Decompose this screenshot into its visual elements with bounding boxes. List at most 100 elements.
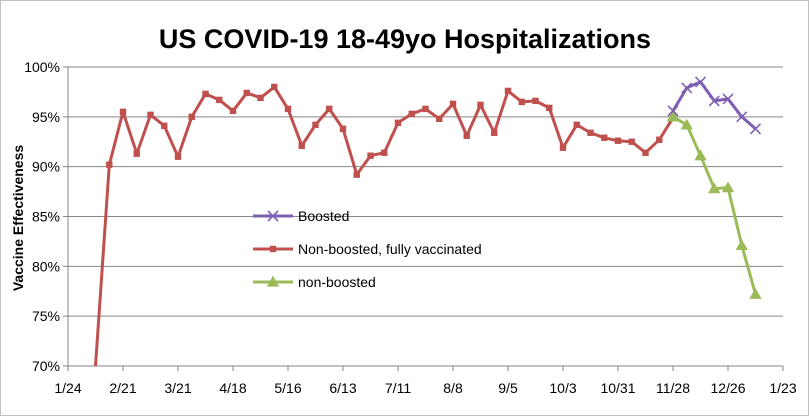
data-point-non-boosted-fully-vaccinated <box>477 101 484 109</box>
data-point-non-boosted-fully-vaccinated <box>546 104 553 112</box>
y-tick-label: 90% <box>32 159 60 175</box>
data-point-non-boosted-fully-vaccinated <box>353 171 360 178</box>
x-tick-label: 4/18 <box>219 380 246 396</box>
data-point-non-boosted-fully-vaccinated <box>161 122 168 130</box>
data-point-non-boosted-fully-vaccinated <box>367 152 374 159</box>
data-point-non-boosted-fully-vaccinated <box>257 94 264 102</box>
x-tick-label: 12/26 <box>710 380 745 396</box>
data-point-non-boosted-fully-vaccinated <box>216 96 223 104</box>
series-non-boosted-fully-vaccinated <box>94 83 677 367</box>
data-point-non-boosted-fully-vaccinated <box>614 137 622 144</box>
y-axis-label: Vaccine Effectiveness <box>10 145 26 292</box>
data-point-non-boosted-fully-vaccinated <box>119 108 127 116</box>
data-point-non-boosted-fully-vaccinated <box>491 129 498 136</box>
series-boosted <box>667 76 762 135</box>
data-point-boosted-stroke-b <box>694 76 707 88</box>
data-point-non-boosted <box>735 239 748 251</box>
axes: 70% 75% 80% 85% 90% 95% 100% 1/24 2/21 3/21 4/18 5/… <box>24 59 797 396</box>
x-tick-label: 1/24 <box>54 380 81 396</box>
series-layer <box>94 76 762 367</box>
data-point-non-boosted-fully-vaccinated <box>174 153 182 160</box>
data-point-non-boosted-fully-vaccinated <box>422 105 429 113</box>
legend-swatch-marker <box>267 210 279 222</box>
y-tick-label: 70% <box>32 358 60 374</box>
data-point-non-boosted-fully-vaccinated <box>133 150 140 157</box>
data-point-non-boosted-fully-vaccinated <box>381 149 388 156</box>
legend-swatch-marker <box>266 275 280 287</box>
x-tick-label: 2/21 <box>109 380 136 396</box>
x-tick-label: 1/23 <box>769 380 796 396</box>
data-point-non-boosted-fully-vaccinated <box>559 144 567 151</box>
chart-title: US COVID-19 18-49yo Hospitalizations <box>159 24 651 54</box>
data-point-non-boosted <box>680 118 693 130</box>
legend-swatch-marker <box>269 245 277 253</box>
data-point-non-boosted-fully-vaccinated <box>394 119 402 127</box>
data-point-boosted <box>667 105 679 117</box>
data-point-non-boosted-fully-vaccinated <box>463 132 470 139</box>
x-tick-label: 6/13 <box>329 380 356 396</box>
legend-swatch-marker-stroke-b <box>267 210 279 222</box>
x-tick-label: 7/11 <box>385 380 411 396</box>
data-point-non-boosted-fully-vaccinated <box>587 129 594 136</box>
data-point-non-boosted-fully-vaccinated <box>532 97 539 105</box>
series-line-non-boosted-fully-vaccinated <box>94 85 675 367</box>
data-point-non-boosted-fully-vaccinated <box>656 136 663 143</box>
data-point-boosted <box>749 123 762 135</box>
data-point-non-boosted <box>708 182 721 194</box>
data-point-non-boosted-fully-vaccinated <box>339 125 347 132</box>
y-tick-label: 100% <box>24 59 60 75</box>
legend-label: Boosted <box>298 208 349 224</box>
data-point-non-boosted-fully-vaccinated <box>642 149 649 156</box>
legend-item-boosted: Boosted <box>253 208 349 224</box>
data-point-non-boosted-fully-vaccinated <box>271 83 278 91</box>
x-tick-label: 10/3 <box>549 380 576 396</box>
data-point-boosted <box>681 82 693 94</box>
data-point-non-boosted-fully-vaccinated <box>518 98 525 106</box>
legend-label: non-boosted <box>298 274 376 290</box>
legend-label: Non-boosted, fully vaccinated <box>298 241 482 257</box>
x-tick-label: 10/31 <box>600 380 635 396</box>
data-point-non-boosted-fully-vaccinated <box>504 87 512 95</box>
data-point-boosted-stroke-b <box>749 123 762 135</box>
legend-item-non-boosted: non-boosted <box>253 274 376 290</box>
y-tick-label: 75% <box>32 308 60 324</box>
data-point-non-boosted-fully-vaccinated <box>408 110 415 118</box>
gridlines <box>68 66 783 367</box>
data-point-non-boosted-fully-vaccinated <box>326 105 333 113</box>
x-tick-label: 8/8 <box>443 380 463 396</box>
data-point-non-boosted <box>694 149 707 161</box>
data-point-boosted-stroke-b <box>736 111 748 123</box>
data-point-non-boosted-fully-vaccinated <box>436 115 443 123</box>
data-point-non-boosted-fully-vaccinated <box>573 121 580 129</box>
x-tick-label: 3/21 <box>164 380 191 396</box>
data-point-non-boosted-fully-vaccinated <box>284 105 292 113</box>
x-tick-label: 9/5 <box>498 380 518 396</box>
data-point-non-boosted-fully-vaccinated <box>628 138 635 145</box>
data-point-non-boosted-fully-vaccinated <box>601 134 608 141</box>
legend-item-non-boosted-fully-vaccinated: Non-boosted, fully vaccinated <box>253 241 482 257</box>
data-point-non-boosted-fully-vaccinated <box>229 107 237 115</box>
data-point-boosted-stroke-b <box>708 95 720 107</box>
y-tick-label: 85% <box>32 209 60 225</box>
data-point-non-boosted-fully-vaccinated <box>147 111 154 119</box>
series-non-boosted <box>666 110 762 299</box>
data-point-non-boosted-fully-vaccinated <box>243 89 250 97</box>
legend: Boosted Non-boosted, fully vaccinated non-… <box>253 208 482 290</box>
data-point-boosted-stroke-b <box>667 105 679 117</box>
series-line-non-boosted <box>672 115 757 295</box>
data-point-boosted <box>722 93 734 105</box>
data-point-boosted-stroke-b <box>722 93 734 105</box>
data-point-non-boosted-fully-vaccinated <box>202 90 209 98</box>
data-point-boosted <box>694 76 707 88</box>
data-point-non-boosted-fully-vaccinated <box>298 142 305 149</box>
data-point-boosted-stroke-b <box>681 82 693 94</box>
data-point-non-boosted-fully-vaccinated <box>449 100 457 108</box>
data-point-non-boosted <box>721 181 735 193</box>
data-point-non-boosted <box>666 110 680 122</box>
data-point-non-boosted <box>749 288 762 299</box>
data-point-non-boosted-fully-vaccinated <box>106 161 113 168</box>
x-tick-label: 5/16 <box>274 380 301 396</box>
y-tick-label: 80% <box>32 258 60 274</box>
